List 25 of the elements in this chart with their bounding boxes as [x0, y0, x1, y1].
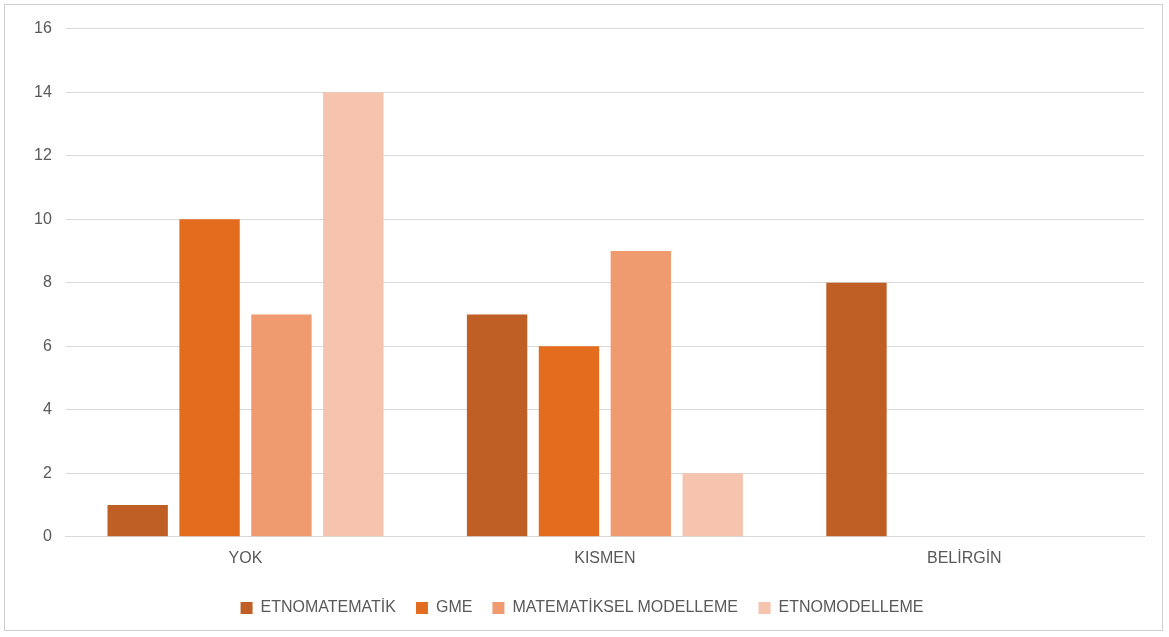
legend-label: GME: [435, 598, 473, 616]
legend-label: MATEMATİKSEL MODELLEME: [512, 597, 738, 616]
legend-label: ETNOMATEMATİK: [260, 597, 397, 616]
bar: [826, 282, 887, 537]
y-tick-label: 0: [42, 527, 52, 545]
bar: [538, 346, 600, 537]
y-tick-label: 6: [42, 336, 52, 354]
y-tick-label: 16: [34, 19, 52, 37]
bar: [251, 314, 312, 537]
y-tick-label: 10: [34, 209, 52, 227]
y-tick-label: 14: [34, 82, 52, 100]
bar: [107, 505, 168, 537]
y-tick-label: 2: [42, 463, 52, 481]
x-tick-label: BELİRGİN: [926, 547, 1002, 566]
bar: [466, 314, 528, 537]
x-tick-label: KISMEN: [574, 548, 636, 566]
y-tick-label: 12: [34, 146, 52, 164]
legend-label: ETNOMODELLEME: [778, 598, 924, 616]
y-tick-label: 8: [42, 273, 52, 291]
bar: [323, 92, 384, 537]
y-tick-label: 4: [42, 400, 52, 418]
bar: [179, 219, 240, 537]
bar: [610, 250, 672, 537]
bar: [682, 473, 743, 537]
x-tick-label: YOK: [228, 548, 263, 566]
